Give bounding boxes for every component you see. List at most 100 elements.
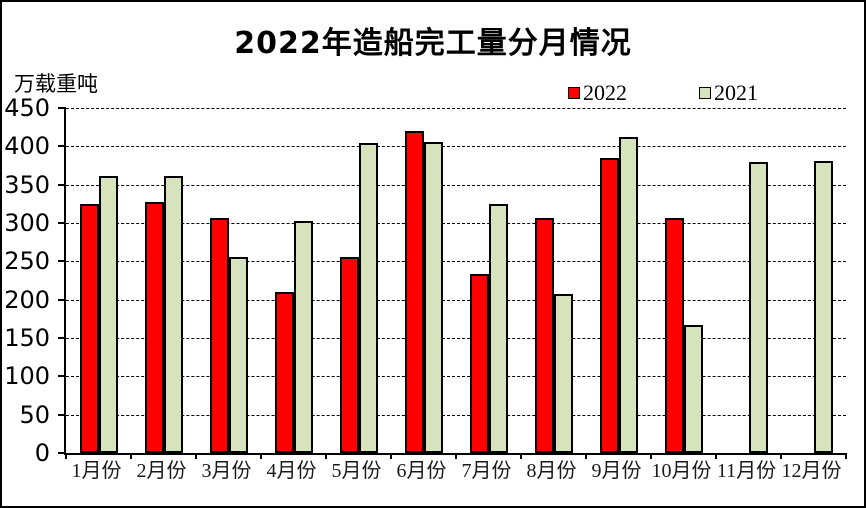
bar-2021-7月份 xyxy=(488,204,508,453)
bar-slot-2021-7月份 xyxy=(488,108,508,453)
y-axis-tick-label: 0 xyxy=(34,439,50,467)
category-3月份 xyxy=(196,108,261,453)
plot-area: 0 50 100 150 200 250 300 350 400 450 xyxy=(4,95,847,466)
bar-group-9月份 xyxy=(599,108,638,453)
bar-2021-1月份 xyxy=(98,176,118,453)
bar-group-2月份 xyxy=(144,108,183,453)
y-axis-tick xyxy=(58,413,66,416)
bar-slot-2021-5月份 xyxy=(358,108,378,453)
bar-2022-2月份 xyxy=(144,202,164,453)
bar-group-3月份 xyxy=(209,108,248,453)
gridline-200 xyxy=(66,299,846,301)
category-6月份 xyxy=(391,108,456,453)
x-axis-tick xyxy=(390,453,392,459)
bar-2021-8月份 xyxy=(553,294,573,453)
bar-2022-5月份 xyxy=(339,257,359,453)
bar-group-10月份 xyxy=(664,108,703,453)
category-1月份 xyxy=(66,108,131,453)
bar-2022-4月份 xyxy=(274,292,294,453)
bar-group-1月份 xyxy=(79,108,118,453)
x-axis-tick xyxy=(780,453,782,459)
gridline-300 xyxy=(66,223,846,225)
bar-slot-2022-8月份 xyxy=(534,108,554,453)
bar-2021-9月份 xyxy=(618,137,638,453)
x-axis-tick xyxy=(715,453,717,459)
category-9月份 xyxy=(586,108,651,453)
bar-slot-2021-9月份 xyxy=(618,108,638,453)
x-axis-tick xyxy=(260,453,262,459)
bar-slot-2021-8月份 xyxy=(553,108,573,453)
bar-slot-2021-1月份 xyxy=(98,108,118,453)
x-axis-labels: 1月份 2月份 3月份 4月份 5月份 6月份 7月份 8月份 9月份 10月份 11月份 12月份 xyxy=(64,459,844,483)
y-axis-tick xyxy=(58,375,66,378)
y-axis-tick xyxy=(58,298,66,301)
y-axis-tick xyxy=(58,452,66,454)
legend-item-2021: 2021 xyxy=(699,82,758,104)
bar-group-12月份 xyxy=(795,108,833,453)
category-11月份 xyxy=(716,108,781,453)
category-7月份 xyxy=(456,108,521,453)
gridline-250 xyxy=(66,261,846,263)
bar-2022-3月份 xyxy=(209,218,229,453)
category-5月份 xyxy=(326,108,391,453)
y-axis-tick-label: 300 xyxy=(4,209,50,238)
bar-slot-2021-2月份 xyxy=(163,108,183,453)
legend-label: 2022 xyxy=(583,80,627,105)
y-axis-tick-label: 350 xyxy=(4,170,50,199)
bar-2022-8月份 xyxy=(534,218,554,453)
bar-2022-1月份 xyxy=(79,204,99,453)
x-axis-tick xyxy=(845,453,847,459)
y-axis-tick-label: 50 xyxy=(19,400,50,429)
y-axis-tick xyxy=(58,337,66,340)
y-axis-tick xyxy=(58,260,66,263)
bar-2021-10月份 xyxy=(683,325,703,453)
x-axis-tick-label: 10月份 xyxy=(651,460,712,482)
gridline-150 xyxy=(66,338,846,340)
bar-2021-12月份 xyxy=(813,161,833,453)
bar-slot-2021-11月份 xyxy=(748,108,768,453)
gridline-350 xyxy=(66,184,846,186)
x-axis-tick xyxy=(194,453,197,459)
bar-slot-2022-3月份 xyxy=(209,108,229,453)
legend-label: 2021 xyxy=(714,80,758,105)
y-axis-tick-label: 200 xyxy=(4,285,50,314)
bars-container xyxy=(66,108,846,453)
x-axis-tick xyxy=(455,453,457,459)
bar-slot-2022-12月份 xyxy=(795,108,814,453)
bar-2021-3月份 xyxy=(228,257,248,453)
legend-swatch-2021 xyxy=(699,87,711,99)
bar-slot-2021-12月份 xyxy=(813,108,833,453)
x-axis-tick-label: 2月份 xyxy=(136,460,187,482)
bar-2021-5月份 xyxy=(358,143,378,453)
bar-slot-2022-5月份 xyxy=(339,108,359,453)
bar-2021-2月份 xyxy=(163,176,183,453)
bar-2021-6月份 xyxy=(423,142,443,453)
gridline-50 xyxy=(66,414,846,416)
chart-title: 2022年造船完工量分月情况 xyxy=(234,26,632,61)
bar-slot-2022-2月份 xyxy=(144,108,164,453)
x-axis-tick-label: 3月份 xyxy=(201,460,252,482)
x-axis-tick xyxy=(650,453,652,459)
bar-2021-4月份 xyxy=(293,221,313,453)
bar-group-11月份 xyxy=(730,108,768,453)
bar-slot-2022-9月份 xyxy=(599,108,619,453)
x-axis-tick-label: 5月份 xyxy=(331,460,382,482)
gridline-100 xyxy=(66,376,846,378)
bar-2022-7月份 xyxy=(469,274,489,453)
x-axis-tick-label: 11月份 xyxy=(716,460,777,482)
bar-2022-9月份 xyxy=(599,158,619,453)
bar-slot-2022-7月份 xyxy=(469,108,489,453)
y-axis-tick xyxy=(58,145,66,148)
bar-2022-6月份 xyxy=(404,131,424,453)
bar-slot-2022-1月份 xyxy=(79,108,99,453)
bar-group-5月份 xyxy=(339,108,378,453)
y-axis-tick-label: 150 xyxy=(4,324,50,353)
y-axis-tick xyxy=(58,222,66,225)
legend-swatch-2022 xyxy=(568,87,580,99)
bar-group-8月份 xyxy=(534,108,573,453)
bar-slot-2022-6月份 xyxy=(404,108,424,453)
y-axis-tick xyxy=(58,107,66,109)
bar-2022-10月份 xyxy=(664,218,684,453)
y-axis-tick-label: 100 xyxy=(4,362,50,391)
